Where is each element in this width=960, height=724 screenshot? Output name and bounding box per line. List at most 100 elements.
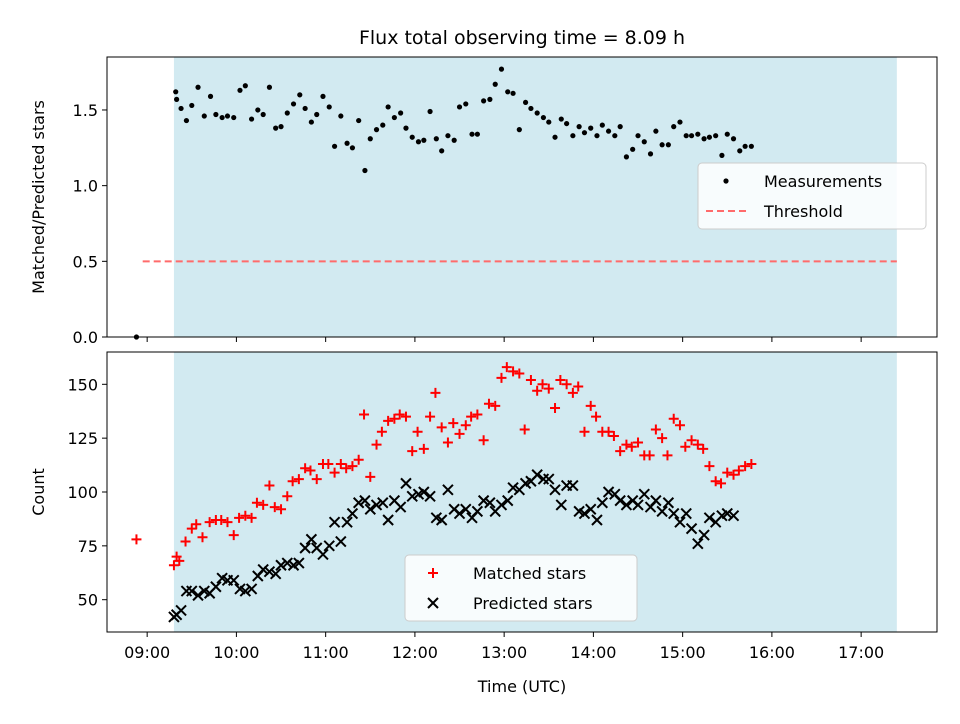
data-point — [632, 499, 644, 511]
data-point — [647, 151, 654, 157]
data-point — [373, 127, 380, 133]
data-point — [477, 494, 490, 507]
data-point — [534, 110, 540, 116]
data-point — [567, 479, 579, 492]
data-point — [674, 516, 686, 528]
data-point — [269, 502, 280, 513]
data-point — [276, 504, 287, 515]
data-point — [701, 136, 707, 142]
data-point — [300, 463, 311, 474]
data-point — [186, 585, 198, 597]
data-point — [686, 435, 697, 446]
data-point — [197, 532, 208, 543]
data-point — [195, 84, 201, 90]
x-tick-label: 15:00 — [660, 643, 706, 662]
data-point — [207, 93, 214, 99]
data-point — [516, 127, 522, 133]
x-tick-label: 09:00 — [124, 643, 170, 662]
data-point — [740, 461, 751, 472]
data-point — [328, 516, 341, 528]
data-point — [492, 81, 498, 87]
data-point — [323, 540, 335, 552]
data-point — [716, 478, 727, 489]
data-point — [174, 96, 180, 102]
data-point — [469, 131, 475, 137]
chart-title: Flux total observing time = 8.09 h — [359, 27, 685, 49]
data-point — [674, 420, 685, 431]
x-axis-label: Time (UTC) — [477, 677, 566, 696]
data-point — [680, 441, 691, 452]
data-point — [448, 418, 459, 429]
data-point — [602, 486, 615, 498]
data-point — [685, 522, 698, 535]
data-point — [421, 137, 427, 143]
data-point — [677, 119, 683, 125]
series-measurements — [133, 66, 754, 340]
data-point — [424, 490, 436, 503]
data-point — [266, 84, 273, 90]
data-point — [496, 372, 507, 383]
data-point — [537, 379, 548, 390]
data-point — [471, 505, 484, 518]
data-point — [326, 104, 332, 110]
data-point — [724, 131, 730, 137]
data-point — [352, 497, 365, 509]
data-point — [436, 422, 447, 433]
data-point — [722, 467, 733, 478]
data-point — [466, 411, 477, 422]
legend-marker — [723, 178, 729, 184]
data-point — [201, 113, 207, 119]
data-point — [579, 426, 590, 437]
data-point — [522, 99, 529, 106]
data-point — [245, 583, 258, 595]
data-point — [564, 120, 570, 127]
data-point — [451, 137, 457, 143]
legend-marker — [427, 597, 439, 609]
data-point — [219, 114, 225, 121]
data-point — [409, 134, 415, 140]
data-point — [594, 133, 600, 139]
data-point — [472, 409, 483, 420]
data-point — [258, 499, 269, 510]
data-point — [255, 107, 261, 113]
data-point — [341, 463, 352, 474]
data-point — [131, 534, 142, 545]
data-point — [525, 375, 536, 385]
data-point — [704, 461, 715, 472]
data-point — [234, 512, 245, 523]
data-point — [615, 446, 626, 457]
x-tick-label: 10:00 — [213, 643, 259, 662]
y-axis-label: Count — [29, 468, 48, 516]
legend-box — [697, 162, 927, 230]
data-point — [695, 131, 701, 137]
data-point — [698, 443, 709, 454]
data-point — [623, 154, 630, 160]
y-tick-label: 125 — [67, 429, 98, 448]
data-point — [650, 494, 662, 507]
data-point — [359, 494, 371, 507]
data-point — [382, 514, 394, 526]
data-point — [546, 119, 552, 125]
data-point — [189, 102, 195, 109]
series-matched-stars — [131, 362, 757, 571]
data-point — [585, 400, 596, 411]
bottom-panel: 50 75 100 125 150 09:00 10:00 11:00 12:00 13:00 14… — [29, 351, 938, 662]
axes-frame — [106, 56, 938, 338]
data-point — [683, 133, 689, 139]
data-point — [365, 471, 376, 482]
data-point — [335, 535, 347, 548]
data-point — [240, 510, 251, 521]
data-point — [662, 497, 675, 509]
data-point — [721, 507, 733, 520]
data-point — [260, 111, 266, 118]
data-point — [403, 125, 409, 131]
data-point — [273, 125, 279, 131]
data-point — [519, 424, 530, 435]
data-point — [653, 128, 659, 134]
data-point — [180, 536, 191, 547]
data-point — [746, 459, 757, 469]
data-point — [290, 101, 297, 107]
data-point — [394, 501, 407, 513]
data-point — [400, 477, 412, 490]
data-point — [383, 415, 394, 426]
